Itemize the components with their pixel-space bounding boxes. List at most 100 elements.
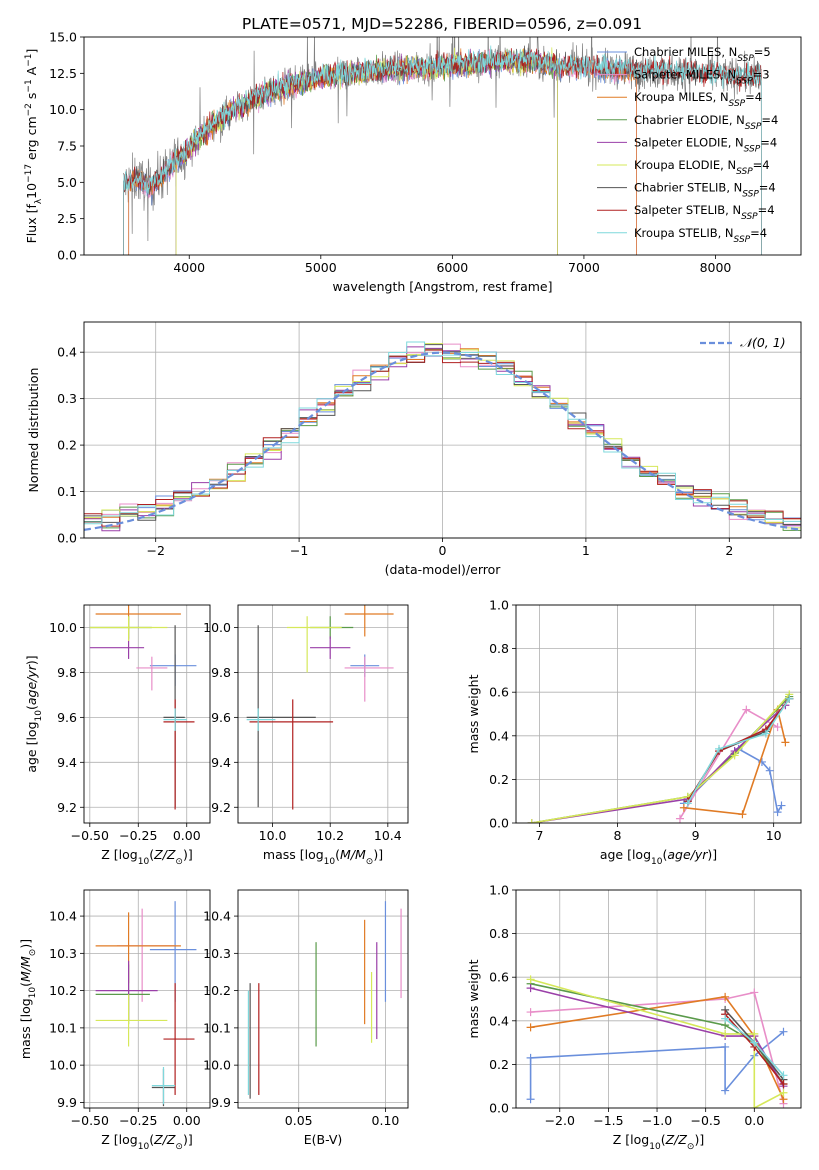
chart-mass-vs-EBV: 0.05 0.10 9.9 10.0 10.1 10.2 10.3 10.4 E(B-V) [203, 889, 409, 1147]
data-point-marker [750, 1029, 759, 1038]
x-tick-label: 10.4 [374, 828, 402, 843]
x-tick-label: 0.00 [173, 828, 201, 843]
data-point-marker [679, 803, 688, 812]
chart-massweight-vs-Z: −2.0 −1.5 −1.0 −0.5 0.0 0.0 0.2 0.4 0.6 0.8 1.0 Z [… [466, 883, 802, 1152]
x-tick-label: 0.05 [285, 1113, 313, 1128]
data-point-marker [527, 819, 536, 823]
y-axis-label: mass weight [466, 959, 481, 1038]
y-tick-label: 0.3 [57, 391, 77, 406]
x-tick-label: −0.50 [71, 1113, 109, 1128]
plot-frame [515, 604, 802, 824]
plot-area [84, 341, 801, 536]
y-axis-label: mass weight [466, 674, 481, 753]
mass-weight-line [530, 991, 785, 1104]
x-tick-label: 1 [582, 543, 590, 558]
chart-mass-vs-Z: −0.50 −0.25 0.00 9.9 10.0 10.1 10.2 10.3 10.4 Z [… [18, 889, 211, 1152]
y-tick-label: 9.2 [211, 800, 231, 815]
data-point-marker [526, 984, 535, 993]
x-axis-label: Z [log10(Z/Z⊙)] [101, 1132, 192, 1152]
y-tick-label: 0.0 [57, 531, 77, 546]
chart-massweight-vs-age: 7 8 9 10 0.0 0.2 0.4 0.6 0.8 1.0 age [log10(age/yr… [466, 598, 802, 867]
y-tick-label: 0.2 [57, 438, 77, 453]
y-tick-label: 9.4 [57, 755, 77, 770]
data-point-marker [526, 1095, 535, 1104]
x-tick-label: −2 [146, 543, 164, 558]
legend: Chabrier MILES, NSSP=5 Salpeter MILES, NS… [597, 45, 778, 245]
plot-area [526, 975, 788, 1108]
plot-frame [83, 604, 211, 824]
x-tick-label: 8000 [700, 260, 732, 275]
legend-label: Chabrier MILES, NSSP=5 [634, 45, 771, 64]
data-point-marker [785, 694, 794, 703]
y-tick-label: 9.6 [211, 710, 231, 725]
mass-weight-line [531, 693, 790, 823]
plot-area [89, 605, 197, 810]
x-tick-label: −1.0 [642, 1113, 672, 1128]
y-tick-label: 2.5 [57, 211, 77, 226]
data-point-marker [526, 1023, 535, 1032]
y-tick-label: 10.2 [49, 983, 77, 998]
data-point-marker [730, 751, 739, 760]
y-tick-label: 10.4 [49, 909, 77, 924]
y-tick-label: 10.0 [203, 620, 231, 635]
data-point-marker [779, 1071, 788, 1080]
data-point-marker [738, 810, 747, 819]
x-axis-label: wavelength [Angstrom, rest frame] [332, 279, 552, 294]
y-axis-label: Normed distribution [26, 368, 41, 493]
legend-label: Salpeter MILES, NSSP=3 [634, 68, 770, 87]
plot-frame [237, 889, 409, 1109]
data-point-marker [777, 801, 786, 810]
x-axis-label: (data-model)/error [385, 562, 502, 577]
chart-age-vs-mass: 10.0 10.2 10.4 9.2 9.4 9.6 9.8 10.0 mass [log10(… [203, 604, 409, 867]
x-tick-label: −0.5 [690, 1113, 720, 1128]
x-axis-label: E(B-V) [304, 1132, 343, 1147]
data-point-marker [765, 766, 774, 775]
y-tick-label: 10.2 [203, 983, 231, 998]
data-point-marker [773, 808, 782, 817]
y-tick-label: 10.0 [203, 1058, 231, 1073]
x-tick-label: 6000 [436, 260, 468, 275]
legend-label: 𝒩(0, 1) [740, 335, 786, 350]
y-tick-label: 10.1 [49, 1020, 77, 1035]
plot-area [527, 690, 794, 823]
plot-frame [83, 889, 211, 1109]
data-point-marker [721, 1029, 730, 1038]
data-point-marker [721, 1042, 730, 1051]
plot-area [247, 901, 402, 1099]
x-tick-label: 8 [614, 828, 622, 843]
x-tick-label: −0.25 [119, 828, 157, 843]
x-tick-label: −1.5 [593, 1113, 623, 1128]
y-tick-label: 10.0 [49, 1058, 77, 1073]
y-axis-label: age [log10(age/yr)] [24, 655, 44, 772]
figure-title: PLATE=0571, MJD=52286, FIBERID=0596, z=0… [242, 15, 642, 33]
y-tick-label: 10.3 [203, 946, 231, 961]
data-point-marker [779, 1027, 788, 1036]
plot-frame [83, 321, 802, 539]
y-tick-label: 10.3 [49, 946, 77, 961]
y-tick-label: 0.1 [57, 484, 77, 499]
y-tick-label: 0.6 [489, 685, 509, 700]
y-tick-label: 9.2 [57, 800, 77, 815]
y-tick-label: 9.4 [211, 755, 231, 770]
data-point-marker [675, 814, 684, 823]
legend-label: Salpeter ELODIE, NSSP=4 [634, 135, 777, 154]
data-point-marker [750, 1104, 759, 1108]
data-point-marker [781, 738, 790, 747]
data-point-marker [721, 992, 730, 1001]
chart-age-vs-Z: −0.50 −0.25 0.00 9.2 9.4 9.6 9.8 10.0 Z [log10(Z… [24, 604, 211, 867]
y-tick-label: 1.0 [489, 598, 509, 613]
data-point-marker [721, 1086, 730, 1095]
y-tick-label: 0.0 [57, 248, 77, 263]
x-tick-label: −0.50 [71, 828, 109, 843]
data-point-marker [750, 988, 759, 997]
x-axis-label: Z [log10(Z/Z⊙)] [613, 1132, 704, 1152]
x-axis-label: age [log10(age/yr)] [600, 847, 717, 867]
y-tick-label: 1.0 [489, 883, 509, 898]
y-tick-label: 12.5 [49, 66, 77, 81]
y-tick-label: 0.2 [489, 1057, 509, 1072]
data-point-marker [715, 744, 724, 753]
data-point-marker [526, 1053, 535, 1062]
data-point-marker [779, 1080, 788, 1089]
y-tick-label: 10.1 [203, 1020, 231, 1035]
